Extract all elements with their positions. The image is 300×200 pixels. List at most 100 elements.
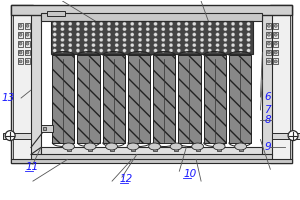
Circle shape <box>107 22 111 26</box>
Circle shape <box>216 43 219 47</box>
Bar <box>272 133 300 139</box>
Circle shape <box>177 33 181 36</box>
Bar <box>41 125 53 132</box>
Circle shape <box>274 33 277 36</box>
Circle shape <box>154 38 157 42</box>
Circle shape <box>130 27 134 31</box>
Bar <box>67 146 70 151</box>
Circle shape <box>123 38 126 42</box>
Circle shape <box>154 27 157 31</box>
Bar <box>110 146 113 151</box>
Circle shape <box>161 49 165 52</box>
Circle shape <box>274 24 277 27</box>
Circle shape <box>76 22 80 26</box>
Circle shape <box>267 42 270 45</box>
Circle shape <box>231 27 235 31</box>
Bar <box>18 23 23 29</box>
Circle shape <box>169 22 173 26</box>
Text: 13: 13 <box>2 93 15 103</box>
Circle shape <box>169 27 173 31</box>
Circle shape <box>115 22 119 26</box>
Circle shape <box>185 33 188 36</box>
Circle shape <box>231 49 235 52</box>
Circle shape <box>208 43 211 47</box>
Bar <box>229 55 251 143</box>
Circle shape <box>216 33 219 36</box>
Bar <box>196 146 200 151</box>
Circle shape <box>247 33 250 36</box>
Circle shape <box>231 38 235 42</box>
Circle shape <box>239 43 243 47</box>
Bar <box>131 146 135 151</box>
Circle shape <box>216 49 219 52</box>
Circle shape <box>61 33 64 36</box>
Circle shape <box>53 49 56 52</box>
Ellipse shape <box>106 143 118 150</box>
Circle shape <box>224 22 227 26</box>
Circle shape <box>208 33 211 36</box>
Circle shape <box>84 43 88 47</box>
Circle shape <box>239 49 243 52</box>
Circle shape <box>76 43 80 47</box>
Text: 12: 12 <box>120 174 133 184</box>
Bar <box>273 23 278 29</box>
Circle shape <box>53 38 56 42</box>
Circle shape <box>26 51 29 54</box>
Circle shape <box>193 33 196 36</box>
Circle shape <box>267 60 270 63</box>
Circle shape <box>123 43 126 47</box>
Bar <box>43 127 46 130</box>
Circle shape <box>193 27 196 31</box>
Circle shape <box>53 33 56 36</box>
Circle shape <box>68 27 72 31</box>
Circle shape <box>247 22 250 26</box>
Circle shape <box>68 33 72 36</box>
Circle shape <box>5 131 15 141</box>
Circle shape <box>224 38 227 42</box>
Circle shape <box>107 49 111 52</box>
Bar <box>3 133 31 139</box>
Bar <box>273 41 278 47</box>
Circle shape <box>154 22 157 26</box>
Circle shape <box>92 33 95 36</box>
Bar <box>18 58 23 64</box>
Circle shape <box>107 38 111 42</box>
Circle shape <box>208 49 211 52</box>
Bar <box>13 7 31 161</box>
Circle shape <box>61 49 64 52</box>
Circle shape <box>146 43 149 47</box>
Circle shape <box>115 43 119 47</box>
Circle shape <box>146 38 149 42</box>
Circle shape <box>19 33 22 36</box>
Circle shape <box>193 49 196 52</box>
Circle shape <box>161 22 165 26</box>
Circle shape <box>107 27 111 31</box>
Bar <box>266 58 271 64</box>
Circle shape <box>193 22 196 26</box>
Circle shape <box>26 60 29 63</box>
Circle shape <box>99 22 103 26</box>
Bar <box>41 147 262 155</box>
Circle shape <box>224 27 227 31</box>
Bar <box>25 58 30 64</box>
Circle shape <box>99 43 103 47</box>
Circle shape <box>185 22 188 26</box>
Circle shape <box>154 49 157 52</box>
Circle shape <box>138 49 142 52</box>
Circle shape <box>177 27 181 31</box>
Circle shape <box>61 43 64 47</box>
Text: 9: 9 <box>264 142 271 152</box>
Circle shape <box>267 33 270 36</box>
Circle shape <box>99 33 103 36</box>
Bar <box>41 13 262 21</box>
Bar <box>239 146 243 151</box>
Circle shape <box>107 33 111 36</box>
Bar <box>25 32 30 38</box>
Circle shape <box>138 33 142 36</box>
Circle shape <box>61 38 64 42</box>
Circle shape <box>76 33 80 36</box>
Circle shape <box>99 49 103 52</box>
Ellipse shape <box>192 143 204 150</box>
Circle shape <box>99 27 103 31</box>
Circle shape <box>185 49 188 52</box>
